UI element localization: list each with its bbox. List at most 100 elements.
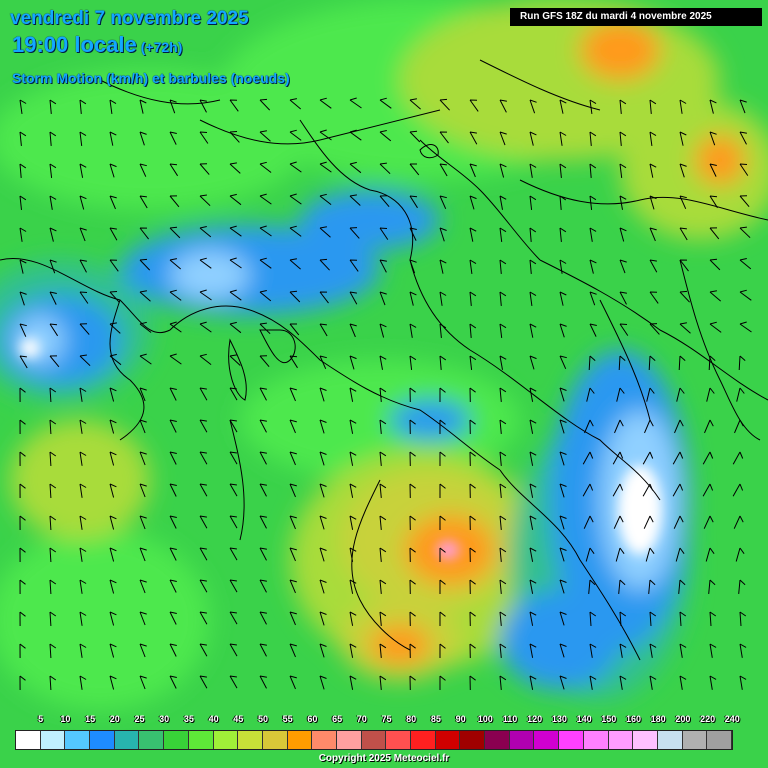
wind-barb: [589, 323, 597, 337]
wind-barb: [739, 226, 751, 239]
legend-swatch: [707, 731, 732, 749]
wind-barb: [259, 193, 272, 205]
legend-swatch: [460, 731, 486, 749]
wind-barb: [409, 419, 416, 435]
wind-barb: [379, 579, 387, 594]
wind-barb: [289, 258, 301, 270]
wind-barb: [559, 99, 567, 114]
wind-barb: [229, 131, 240, 143]
wind-barb: [409, 451, 416, 467]
wind-barb: [379, 419, 387, 434]
wind-barb: [19, 451, 26, 467]
wind-barb: [319, 226, 331, 238]
wind-barb: [139, 290, 151, 302]
wind-barb: [529, 227, 537, 242]
legend-label: 200: [675, 714, 691, 724]
wind-barb: [499, 323, 507, 338]
legend-labels: 5 10 15 20 25 30 35 40 45 50 55 60 65 70 75 80 85 90 100 11…: [0, 714, 768, 728]
wind-barb: [679, 675, 687, 690]
wind-barb: [559, 291, 567, 306]
wind-barb: [559, 611, 567, 626]
wind-barb: [169, 387, 177, 401]
wind-barb: [469, 611, 476, 627]
wind-barb: [49, 131, 57, 146]
wind-barb: [589, 611, 597, 627]
legend-swatch: [485, 731, 510, 749]
wind-barb: [259, 547, 267, 561]
wind-barb: [469, 643, 476, 659]
wind-barb: [199, 163, 210, 175]
wind-barb: [469, 131, 478, 145]
wind-barb: [439, 419, 446, 434]
wind-barb: [49, 163, 57, 178]
legend-swatch: [509, 731, 535, 749]
wind-barb: [169, 226, 181, 239]
wind-barb: [619, 291, 627, 305]
wind-barb: [169, 419, 177, 433]
wind-barb: [409, 579, 416, 595]
wind-barb: [499, 291, 507, 306]
wind-barb: [704, 419, 714, 434]
wind-barb: [169, 515, 177, 529]
wind-barb: [49, 611, 57, 627]
wind-barb: [648, 355, 656, 371]
wind-barb: [589, 227, 597, 242]
wind-barb: [529, 195, 537, 210]
wind-barb: [649, 195, 657, 210]
wind-barb: [19, 227, 27, 242]
wind-barb: [409, 387, 416, 403]
wind-barb: [139, 451, 147, 466]
wind-barb: [109, 387, 117, 402]
wind-barb: [679, 259, 689, 272]
wind-barb: [199, 579, 208, 593]
wind-barb: [582, 451, 594, 465]
legend-swatch: [608, 731, 634, 749]
wind-barb: [49, 387, 57, 403]
wind-barb: [289, 129, 302, 141]
wind-barb: [109, 99, 117, 114]
wind-barb: [439, 195, 447, 210]
legend-swatch: [386, 731, 411, 749]
wind-barb: [139, 547, 147, 562]
wind-barb: [229, 419, 238, 433]
wind-barb: [349, 579, 357, 594]
wind-barb: [349, 227, 360, 239]
wind-barb: [139, 611, 147, 626]
wind-barb: [319, 419, 327, 434]
wind-barb: [709, 643, 717, 658]
wind-barb: [289, 161, 302, 173]
wind-barb: [675, 547, 685, 562]
legend-swatch: [262, 731, 288, 749]
wind-barb: [199, 226, 212, 238]
legend-label: 75: [381, 714, 392, 724]
wind-barb: [618, 355, 626, 371]
wind-barb: [529, 643, 537, 658]
wind-barb: [739, 99, 747, 114]
wind-barb: [529, 163, 537, 178]
wind-barb: [612, 451, 624, 465]
wind-barb: [588, 355, 596, 371]
wind-barb: [584, 419, 594, 434]
wind-barb: [19, 99, 27, 114]
wind-barb: [319, 161, 332, 173]
wind-barb: [199, 419, 208, 433]
wind-barb: [259, 257, 272, 269]
wind-barb: [349, 483, 357, 498]
wind-barb: [319, 355, 327, 370]
wind-barb: [469, 419, 476, 435]
wind-barb: [349, 194, 361, 206]
wind-barb: [19, 643, 26, 659]
wind-barb: [469, 547, 476, 563]
wind-barb: [199, 515, 208, 529]
wind-barb: [199, 483, 208, 497]
wind-barb: [319, 515, 327, 530]
wind-barb: [169, 643, 177, 657]
legend-label: 15: [85, 714, 96, 724]
wind-barb: [79, 131, 87, 146]
wind-barb: [169, 289, 182, 301]
wind-barb: [319, 387, 327, 402]
legend-label: 65: [332, 714, 343, 724]
wind-barb: [678, 579, 686, 594]
wind-barb: [19, 547, 26, 563]
wind-barb: [409, 483, 416, 499]
